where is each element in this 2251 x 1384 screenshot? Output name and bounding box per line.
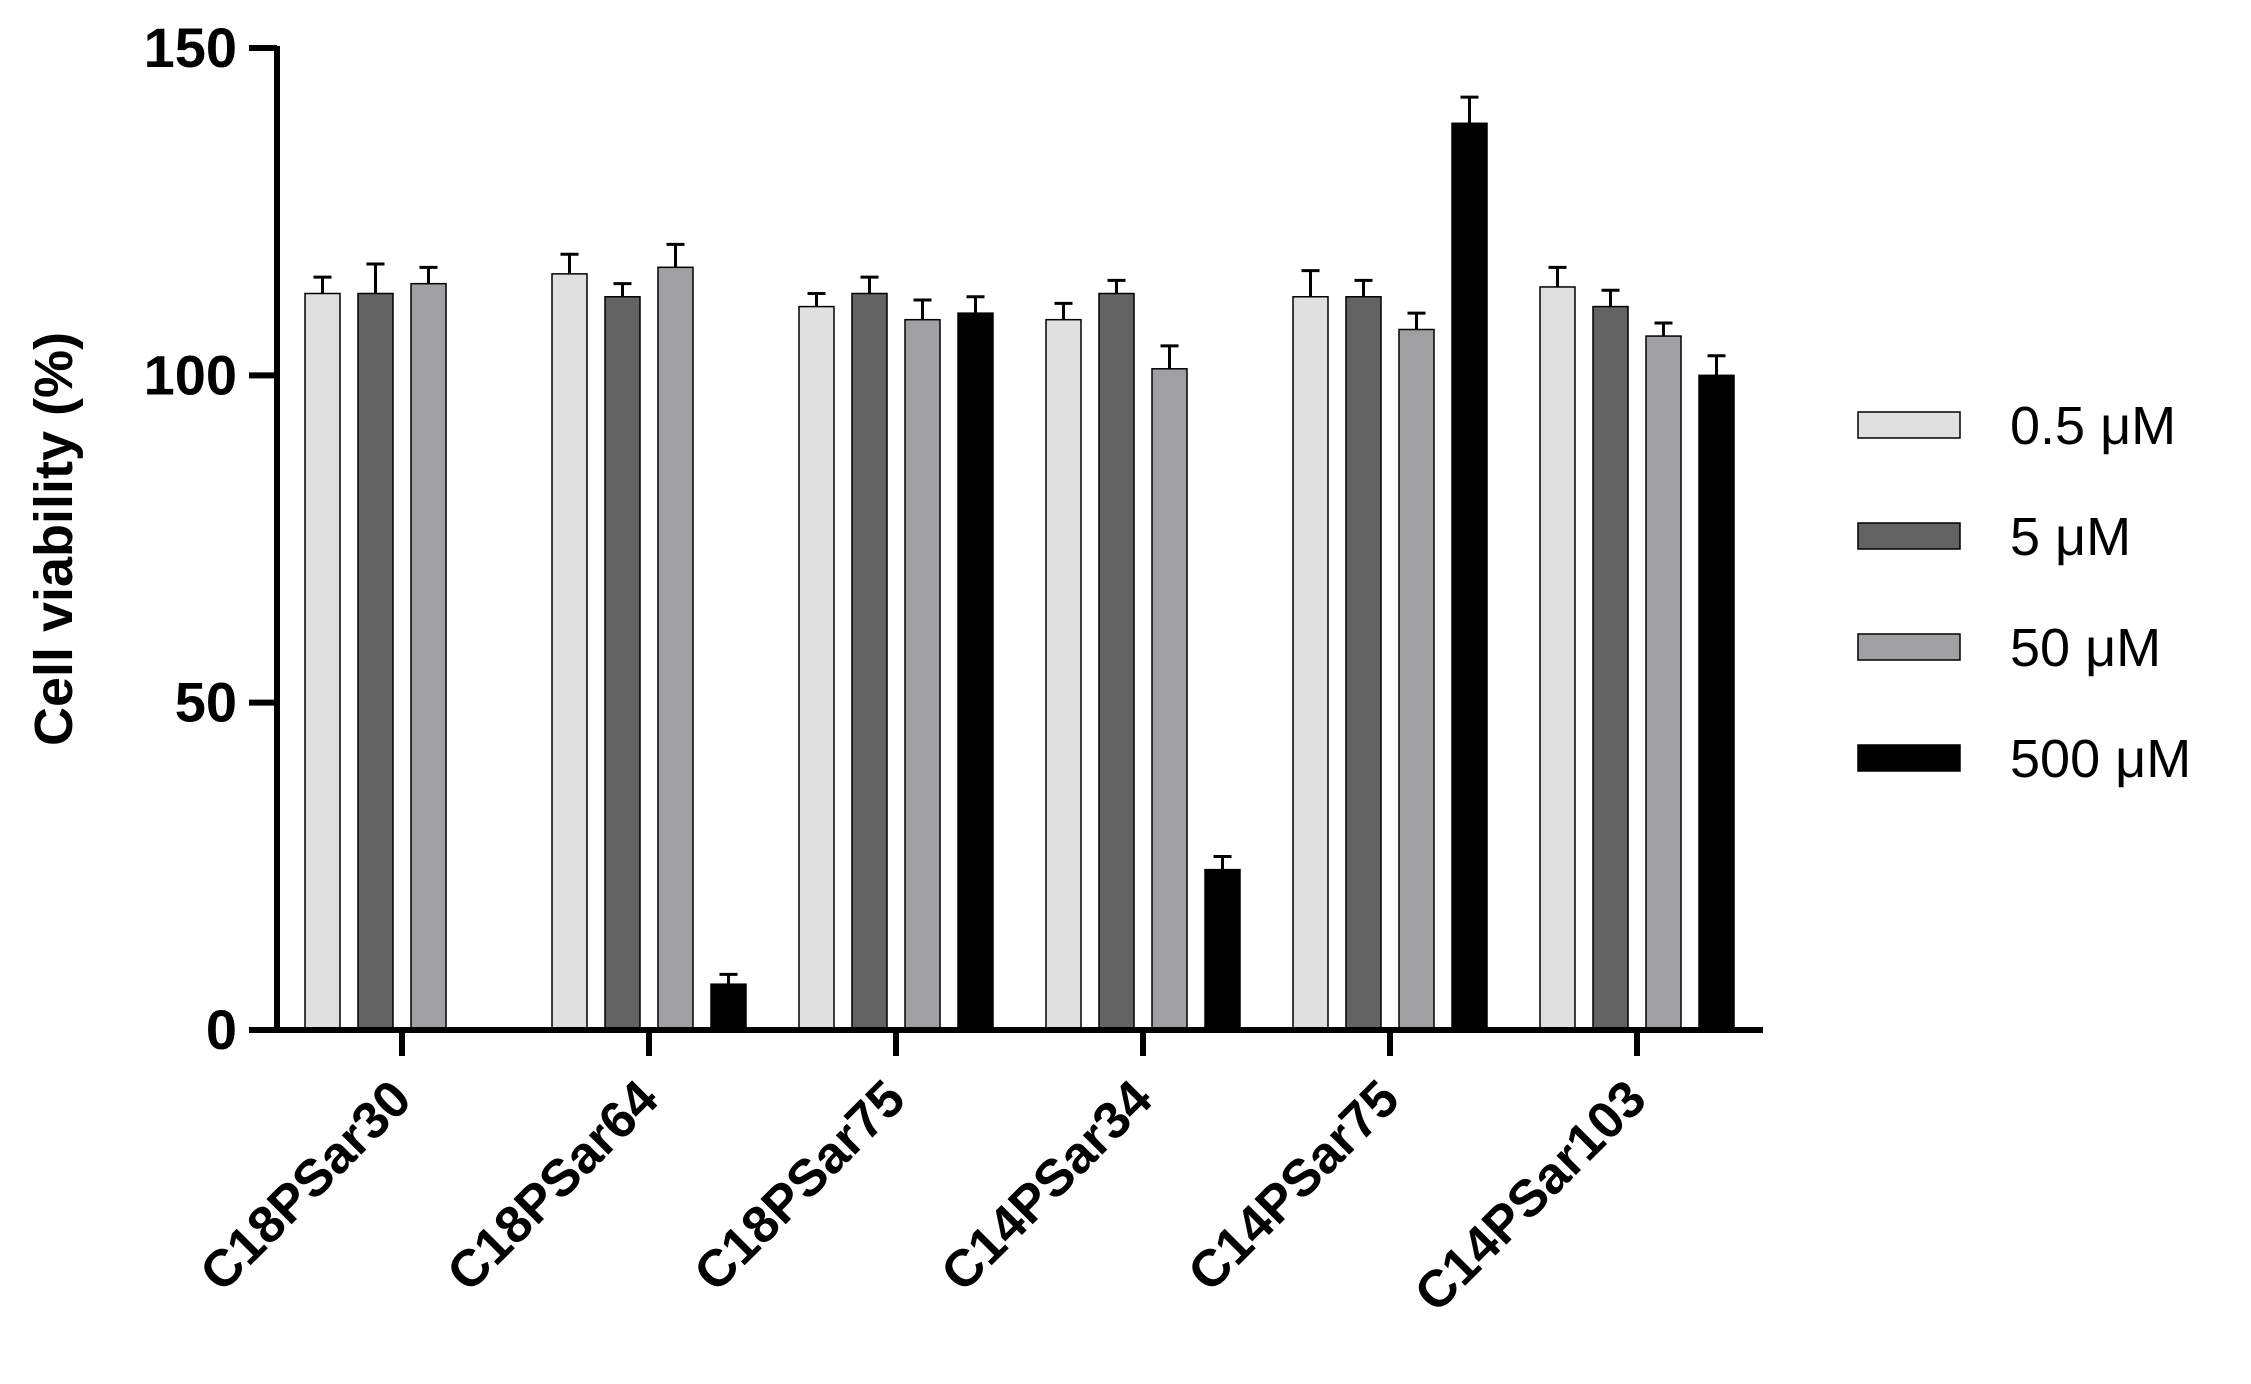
legend-swatch: [1857, 744, 1961, 772]
legend-swatch: [1857, 411, 1961, 439]
legend-swatch: [1857, 633, 1961, 661]
legend-swatch: [1857, 522, 1961, 550]
bar: [1539, 286, 1576, 1031]
legend-label: 50 μM: [2010, 618, 2161, 678]
x-category-label: C18PSar64: [436, 1069, 669, 1302]
bar: [710, 983, 747, 1031]
legend-label: 5 μM: [2010, 507, 2131, 567]
y-tick-label: 50: [175, 671, 237, 734]
bar: [1151, 368, 1188, 1031]
x-category-label: C14PSar34: [930, 1069, 1163, 1302]
bar: [304, 292, 341, 1031]
y-tick-label: 0: [206, 998, 237, 1061]
bar: [1698, 374, 1735, 1031]
bar: [1204, 868, 1241, 1031]
x-category-label: C18PSar75: [683, 1069, 916, 1302]
bar: [904, 318, 941, 1031]
x-category-label: C14PSar75: [1177, 1069, 1410, 1302]
bar: [1645, 335, 1682, 1031]
y-axis-title: Cell viability (%): [24, 332, 84, 746]
y-tick-label: 150: [144, 16, 237, 79]
bar: [957, 312, 994, 1031]
bar: [604, 296, 641, 1031]
bar: [357, 292, 394, 1031]
bar: [798, 305, 835, 1031]
bar: [1345, 296, 1382, 1031]
bar: [1592, 305, 1629, 1031]
bar: [1045, 318, 1082, 1031]
bar: [1398, 328, 1435, 1031]
bar: [657, 266, 694, 1031]
bar: [1098, 292, 1135, 1031]
bar: [1451, 122, 1488, 1031]
bar: [551, 273, 588, 1031]
bar: [1292, 296, 1329, 1031]
bar: [851, 292, 888, 1031]
legend-label: 0.5 μM: [2010, 396, 2176, 456]
bar: [410, 282, 447, 1031]
legend-label: 500 μM: [2010, 729, 2191, 789]
x-category-label: C18PSar30: [189, 1069, 422, 1302]
x-category-label: C14PSar103: [1404, 1069, 1658, 1323]
y-tick-label: 100: [144, 343, 237, 406]
